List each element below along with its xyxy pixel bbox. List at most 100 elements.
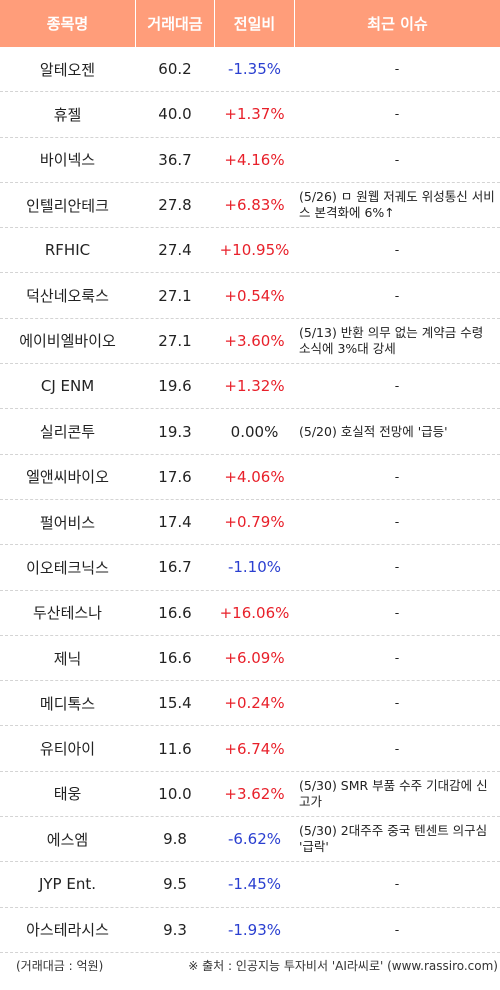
stock-name: 휴젤 xyxy=(0,92,136,137)
stock-name: 엘앤씨바이오 xyxy=(0,454,136,499)
table-row: 덕산네오룩스 27.1 +0.54% - xyxy=(0,273,500,319)
trade-volume: 27.1 xyxy=(136,273,215,318)
table-header: 종목명 거래대금 전일비 최근 이슈 xyxy=(0,0,500,47)
recent-issue: (5/20) 호실적 전망에 '급등' xyxy=(295,409,500,454)
change-rate: -1.10% xyxy=(215,545,295,590)
table-row: 에스엠 9.8 -6.62% (5/30) 2대주주 중국 텐센트 의구심 '급락' xyxy=(0,817,500,863)
stock-name: 메디톡스 xyxy=(0,681,136,726)
recent-issue: - xyxy=(295,862,500,907)
table-row: 이오테크닉스 16.7 -1.10% - xyxy=(0,545,500,591)
trade-volume: 27.8 xyxy=(136,182,215,228)
recent-issue: - xyxy=(295,635,500,681)
trade-volume: 60.2 xyxy=(136,47,215,92)
stock-name: CJ ENM xyxy=(0,364,136,409)
stock-name: 에스엠 xyxy=(0,817,136,862)
stock-name: 인텔리안테크 xyxy=(0,182,136,228)
change-rate: +0.24% xyxy=(215,681,295,726)
stock-table: 종목명 거래대금 전일비 최근 이슈 알테오젠 60.2 -1.35% - 휴젤 40.0… xyxy=(0,0,500,953)
recent-issue: (5/30) SMR 부품 수주 기대감에 신고가 xyxy=(295,771,500,817)
stock-name: 유티아이 xyxy=(0,726,136,771)
trade-volume: 27.4 xyxy=(136,228,215,273)
recent-issue: - xyxy=(295,499,500,545)
trade-volume: 19.6 xyxy=(136,364,215,409)
table-row: 메디톡스 15.4 +0.24% - xyxy=(0,681,500,727)
trade-volume: 9.5 xyxy=(136,862,215,907)
change-rate: -1.93% xyxy=(215,907,295,952)
header-volume: 거래대금 xyxy=(136,0,215,47)
header-name: 종목명 xyxy=(0,0,136,47)
change-rate: +0.54% xyxy=(215,273,295,318)
recent-issue: (5/13) 반환 의무 없는 계약금 수령 소식에 3%대 강세 xyxy=(295,318,500,364)
change-rate: -1.35% xyxy=(215,47,295,92)
change-rate: -1.45% xyxy=(215,862,295,907)
trade-volume: 11.6 xyxy=(136,726,215,771)
trade-volume: 17.6 xyxy=(136,454,215,499)
trade-volume: 17.4 xyxy=(136,499,215,545)
table-row: 바이넥스 36.7 +4.16% - xyxy=(0,137,500,183)
change-rate: +10.95% xyxy=(215,228,295,273)
trade-volume: 40.0 xyxy=(136,92,215,137)
table-row: 아스테라시스 9.3 -1.93% - xyxy=(0,907,500,953)
recent-issue: - xyxy=(295,364,500,409)
table-row: 제닉 16.6 +6.09% - xyxy=(0,635,500,682)
recent-issue: - xyxy=(295,137,500,182)
change-rate: +6.74% xyxy=(215,726,295,771)
recent-issue: - xyxy=(295,726,500,771)
stock-name: JYP Ent. xyxy=(0,862,136,907)
recent-issue: - xyxy=(295,273,500,318)
change-rate: +4.06% xyxy=(215,454,295,499)
table-row: RFHIC 27.4 +10.95% - xyxy=(0,228,500,274)
change-rate: +6.09% xyxy=(215,635,295,681)
change-rate: +3.62% xyxy=(215,771,295,817)
table-row: 휴젤 40.0 +1.37% - xyxy=(0,92,500,138)
header-change: 전일비 xyxy=(215,0,295,47)
table-row: 두산테스나 16.6 +16.06% - xyxy=(0,590,500,636)
stock-name: RFHIC xyxy=(0,228,136,273)
change-rate: +16.06% xyxy=(215,590,295,635)
stock-name: 바이넥스 xyxy=(0,137,136,182)
recent-issue: - xyxy=(295,47,500,92)
trade-volume: 15.4 xyxy=(136,681,215,726)
recent-issue: - xyxy=(295,92,500,137)
stock-name: 에이비엘바이오 xyxy=(0,318,136,364)
change-rate: +0.79% xyxy=(215,499,295,545)
source-note: ※ 출처 : 인공지능 투자비서 'AI라씨로' (www.rassiro.co… xyxy=(188,959,498,973)
recent-issue: - xyxy=(295,907,500,952)
table-row: 실리콘투 19.3 0.00% (5/20) 호실적 전망에 '급등' xyxy=(0,409,500,455)
footer: (거래대금 : 억원) ※ 출처 : 인공지능 투자비서 'AI라씨로' (ww… xyxy=(0,957,500,975)
table-row: 유티아이 11.6 +6.74% - xyxy=(0,726,500,772)
stock-name: 덕산네오룩스 xyxy=(0,273,136,318)
stock-name: 태웅 xyxy=(0,771,136,817)
stock-name: 제닉 xyxy=(0,635,136,681)
recent-issue: - xyxy=(295,228,500,273)
trade-volume: 19.3 xyxy=(136,409,215,454)
change-rate: 0.00% xyxy=(215,409,295,454)
recent-issue: - xyxy=(295,545,500,590)
change-rate: +6.83% xyxy=(215,182,295,228)
table-row: 엘앤씨바이오 17.6 +4.06% - xyxy=(0,454,500,500)
trade-volume: 16.6 xyxy=(136,635,215,681)
change-rate: +3.60% xyxy=(215,318,295,364)
header-issue: 최근 이슈 xyxy=(367,15,428,33)
trade-volume: 9.3 xyxy=(136,907,215,952)
table-row: 인텔리안테크 27.8 +6.83% (5/26) ㅁ 원웹 저궤도 위성통신 서비스… xyxy=(0,182,500,229)
trade-volume: 27.1 xyxy=(136,318,215,364)
recent-issue: (5/26) ㅁ 원웹 저궤도 위성통신 서비스 본격화에 6%↑ xyxy=(295,182,500,228)
trade-volume: 9.8 xyxy=(136,817,215,862)
trade-volume: 16.7 xyxy=(136,545,215,590)
unit-note: (거래대금 : 억원) xyxy=(16,959,104,973)
table-row: JYP Ent. 9.5 -1.45% - xyxy=(0,862,500,908)
stock-name: 알테오젠 xyxy=(0,47,136,92)
change-rate: +4.16% xyxy=(215,137,295,182)
table-row: 알테오젠 60.2 -1.35% - xyxy=(0,47,500,93)
stock-name: 펄어비스 xyxy=(0,499,136,545)
change-rate: +1.37% xyxy=(215,92,295,137)
stock-name: 이오테크닉스 xyxy=(0,545,136,590)
trade-volume: 10.0 xyxy=(136,771,215,817)
stock-name: 두산테스나 xyxy=(0,590,136,635)
table-row: 에이비엘바이오 27.1 +3.60% (5/13) 반환 의무 없는 계약금 수령 … xyxy=(0,318,500,365)
change-rate: +1.32% xyxy=(215,364,295,409)
change-rate: -6.62% xyxy=(215,817,295,862)
recent-issue: - xyxy=(295,454,500,499)
recent-issue: (5/30) 2대주주 중국 텐센트 의구심 '급락' xyxy=(295,817,500,862)
